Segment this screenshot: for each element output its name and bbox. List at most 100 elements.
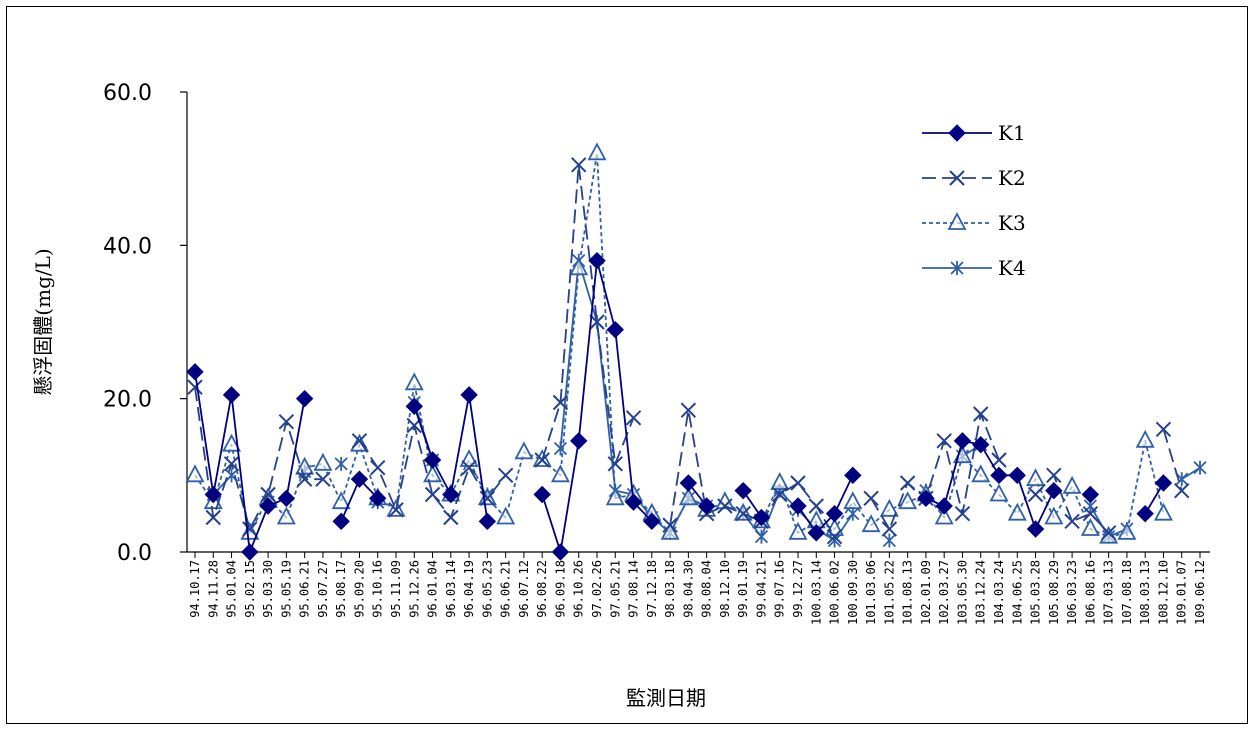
x-tick-label: 100.06.02 <box>828 560 842 625</box>
k3-point <box>1099 525 1119 544</box>
k3-point <box>569 257 589 276</box>
series-k3 <box>185 142 1173 544</box>
x-tick-label: 97.05.21 <box>608 560 622 618</box>
y-tick-label: 0.0 <box>117 541 152 566</box>
chart-frame <box>6 6 1248 724</box>
x-tick-label: 95.05.19 <box>279 560 293 618</box>
k2-point <box>497 467 514 484</box>
x-tick-label: 108.03.13 <box>1138 560 1152 625</box>
x-tick-group: 94.10.17 94.11.28 95.01.04 95.02.15 95.03.30… <box>188 552 1207 625</box>
k2-line <box>541 163 635 465</box>
k2-point-stroke <box>662 517 678 533</box>
k2-point <box>717 498 733 514</box>
k2-point-stroke <box>808 498 824 514</box>
x-tick-label: 95.11.09 <box>389 560 403 618</box>
y-axis-title: 懸浮固體(mg/L) <box>31 248 55 395</box>
k2-point <box>1082 505 1099 522</box>
x-tick-label: 95.02.15 <box>243 560 257 618</box>
x-tick-label: 96.03.14 <box>444 560 458 618</box>
k2-point <box>296 471 313 487</box>
k4-point <box>334 456 348 471</box>
k2-point-stroke <box>735 505 751 522</box>
k3-point <box>1135 429 1155 448</box>
k1-point <box>423 451 442 469</box>
k2-point-stroke <box>351 433 368 449</box>
k2-point <box>589 314 605 330</box>
k1-point <box>972 435 990 454</box>
x-tick-label: 105.03.28 <box>1029 560 1043 625</box>
x-tick-label: 95.01.04 <box>225 560 239 618</box>
k3-point <box>947 212 967 230</box>
k2-point <box>899 475 916 491</box>
k2-line <box>870 413 1000 530</box>
series-k2 <box>187 157 1190 545</box>
k2-point <box>954 505 971 522</box>
x-tick-label: 99.01.19 <box>736 560 750 618</box>
x-tick-label: 99.04.21 <box>754 560 768 618</box>
k3-point <box>1080 518 1100 536</box>
k2-point <box>625 410 642 426</box>
k2-point <box>534 452 550 468</box>
x-tick-label: 102.01.09 <box>919 560 933 625</box>
k4-point <box>553 441 568 456</box>
k2-point <box>936 433 952 449</box>
k2-point <box>315 471 331 487</box>
k2-point <box>680 402 697 418</box>
k2-point-stroke <box>571 157 587 173</box>
k2-point-stroke <box>881 521 898 537</box>
k1-point <box>624 493 643 511</box>
k2-point <box>242 521 258 537</box>
x-tick-label: 95.07.27 <box>316 560 330 618</box>
x-tick-label: 106.03.23 <box>1065 560 1079 625</box>
k2-point-stroke <box>260 486 276 503</box>
k3-point <box>898 491 918 510</box>
k2-point <box>1046 467 1062 484</box>
k2-point <box>735 505 751 522</box>
x-tick-label: 100.09.30 <box>846 560 860 625</box>
k3-point <box>934 506 954 525</box>
k2-point-stroke <box>1100 525 1117 541</box>
k2-point-stroke <box>1046 467 1062 484</box>
k2-point <box>260 486 276 503</box>
series-layer <box>185 142 1207 561</box>
k1-point <box>222 386 241 404</box>
k2-point-stroke <box>479 490 496 507</box>
k3-point <box>989 483 1009 502</box>
k1-point <box>990 466 1008 485</box>
k3-point <box>1153 502 1173 521</box>
x-tick-label: 101.03.06 <box>864 560 878 625</box>
x-tick-label: 101.05.22 <box>882 560 896 625</box>
k1-point <box>948 124 966 142</box>
k1-point <box>1045 481 1063 500</box>
k1-point <box>953 432 972 450</box>
k2-point <box>370 459 386 476</box>
k2-point <box>1027 486 1044 503</box>
x-tick-label: 98.03.18 <box>663 560 677 618</box>
x-tick-label: 96.05.23 <box>480 560 494 618</box>
k1-point <box>186 363 204 381</box>
k2-point <box>973 406 989 422</box>
x-tick-label: 103.05.30 <box>955 560 969 625</box>
x-tick-label: 100.03.14 <box>809 560 823 625</box>
k2-point-stroke <box>1064 513 1080 530</box>
k3-point <box>185 464 205 483</box>
k2-line <box>358 424 507 519</box>
x-tick-label: 106.08.16 <box>1083 560 1097 625</box>
k1-point <box>789 497 807 515</box>
k2-point-stroke <box>1174 482 1190 499</box>
k1-line <box>797 474 854 534</box>
x-tick-label: 107.08.18 <box>1120 560 1134 625</box>
k1-point <box>825 504 844 523</box>
k3-point <box>1026 468 1046 487</box>
x-tick-label: 101.08.13 <box>901 560 915 625</box>
k3-point <box>788 521 808 540</box>
x-tick-label: 95.09.20 <box>352 560 366 618</box>
k1-point <box>697 497 716 515</box>
k2-point <box>991 452 1007 468</box>
k1-point <box>1026 520 1045 538</box>
x-tick-label: 94.10.17 <box>188 560 202 618</box>
x-tick-label: 96.01.04 <box>426 560 440 618</box>
k2-point-stroke <box>242 521 258 537</box>
k2-point-stroke <box>954 505 971 522</box>
k3-point <box>587 142 607 161</box>
